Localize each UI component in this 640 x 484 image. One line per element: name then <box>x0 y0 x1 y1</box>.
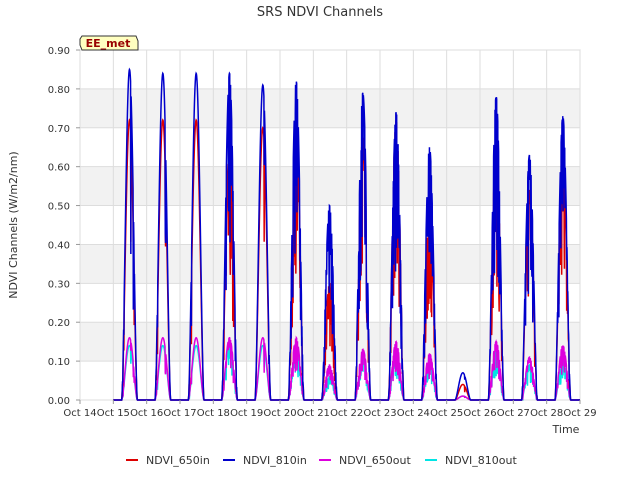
grid-band <box>80 166 580 206</box>
legend-label: NDVI_650out <box>339 454 411 467</box>
x-tick-label: Oct 27 <box>497 408 530 419</box>
x-tick-label: Oct 22 <box>330 408 363 419</box>
y-tick-label: 0.20 <box>48 318 70 329</box>
legend-label: NDVI_810out <box>445 454 517 467</box>
y-tick-label: 0.30 <box>48 279 70 290</box>
x-axis-ticks: Oct 14 Oct 15 Oct 16 Oct 17 Oct 18 Oct 19 Oct … <box>63 400 597 419</box>
legend-label: NDVI_810in <box>243 454 307 467</box>
x-tick-label: Oct 21 <box>297 408 330 419</box>
x-tick-label: Oct 24 <box>397 408 430 419</box>
y-tick-label: 0.40 <box>48 240 70 251</box>
x-tick-label: Oct 15 <box>97 408 130 419</box>
annotation-box: EE_met <box>79 35 139 51</box>
x-axis-label: Time <box>552 423 580 436</box>
chart-title: SRS NDVI Channels <box>257 5 383 20</box>
y-tick-label: 0.70 <box>48 124 70 135</box>
annotation-shape <box>79 35 139 51</box>
x-tick-label: Oct 28 <box>530 408 563 419</box>
x-tick-label: Oct 14 <box>63 408 96 419</box>
annotation-label: EE_met <box>86 37 131 50</box>
x-tick-label: Oct 17 <box>163 408 196 419</box>
x-tick-label: Oct 25 <box>430 408 463 419</box>
x-tick-label: Oct 20 <box>263 408 296 419</box>
x-tick-label: Oct 23 <box>363 408 396 419</box>
x-tick-label: Oct 29 <box>563 408 596 419</box>
y-tick-label: 0.90 <box>48 46 70 57</box>
y-tick-label: 0.60 <box>48 163 70 174</box>
y-tick-label: 0.00 <box>48 396 70 407</box>
grid-band <box>80 88 580 128</box>
legend-label: NDVI_650in <box>146 454 210 467</box>
y-tick-label: 0.10 <box>48 357 70 368</box>
y-axis-label: NDVI Channels (W/m2/nm) <box>7 151 20 298</box>
x-tick-label: Oct 18 <box>197 408 230 419</box>
x-tick-label: Oct 16 <box>130 408 163 419</box>
x-tick-label: Oct 19 <box>230 408 263 419</box>
y-tick-label: 0.80 <box>48 85 70 96</box>
x-tick-label: Oct 26 <box>463 408 496 419</box>
y-axis-ticks: 0.00 0.10 0.20 0.30 0.40 0.50 0.60 0.70 0.80 0.90 <box>48 46 80 407</box>
y-tick-label: 0.50 <box>48 202 70 213</box>
legend: NDVI_650in NDVI_810in NDVI_650out NDVI_810o… <box>126 454 517 467</box>
